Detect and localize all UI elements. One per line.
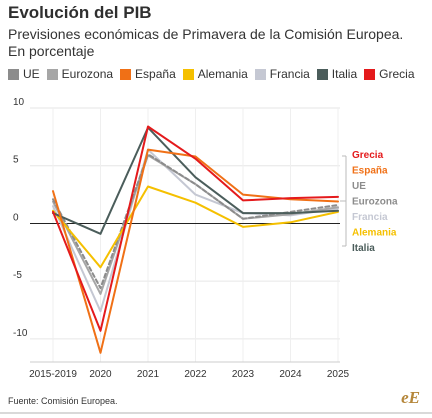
x-tick-label: 2022 xyxy=(184,369,207,380)
chart-subtitle: Previsiones económicas de Primavera de l… xyxy=(8,26,404,59)
series-line-italia xyxy=(52,126,339,235)
end-label: España xyxy=(352,166,388,177)
brand-logo: eE xyxy=(401,388,420,407)
bottom-divider xyxy=(0,412,432,414)
x-tick-label: 2021 xyxy=(137,369,160,380)
series-line-eurozona xyxy=(52,154,339,295)
series-line-ue xyxy=(52,153,339,290)
x-tick-label: 2025 xyxy=(327,369,350,380)
legend-label: Francia xyxy=(269,67,310,81)
legend-label: España xyxy=(135,67,176,81)
legend-item: Grecia xyxy=(364,67,415,81)
legend-swatch xyxy=(254,68,266,80)
y-tick-label: 10 xyxy=(13,97,25,108)
chart-title: Evolución del PIB xyxy=(8,3,152,22)
legend-item: UE xyxy=(8,67,40,81)
series-line-españa xyxy=(52,148,339,354)
legend-label: Eurozona xyxy=(61,67,114,81)
end-label: UE xyxy=(352,181,366,192)
end-label: Francia xyxy=(352,212,388,223)
legend-item: Eurozona xyxy=(46,67,114,81)
end-label: Italia xyxy=(352,243,375,254)
chart-legend: UE Eurozona España Alemania Francia Italia Gre… xyxy=(8,67,422,81)
x-tick-label: 2020 xyxy=(89,369,112,380)
legend-swatch xyxy=(316,68,328,80)
legend-swatch xyxy=(364,68,376,80)
legend-swatch xyxy=(120,68,132,80)
legend-item: Francia xyxy=(254,67,310,81)
x-tick-label: 2024 xyxy=(279,369,302,380)
y-tick-label: 0 xyxy=(13,212,19,223)
series-line-alemania xyxy=(52,185,339,269)
legend-swatch xyxy=(8,68,19,80)
source-note: Fuente: Comisión Europea. xyxy=(8,396,118,406)
legend-label: UE xyxy=(23,67,40,81)
end-label: Alemania xyxy=(352,228,397,239)
x-tick-label: 2023 xyxy=(232,369,255,380)
end-label: Grecia xyxy=(352,150,384,161)
legend-label: Italia xyxy=(331,67,358,81)
legend-swatch xyxy=(182,68,194,80)
legend-item: Alemania xyxy=(182,67,248,81)
legend-swatch xyxy=(46,68,58,80)
y-tick-label: 5 xyxy=(13,155,19,166)
legend-item: España xyxy=(120,67,176,81)
y-tick-label: -10 xyxy=(13,328,28,339)
end-label: Eurozona xyxy=(352,197,398,208)
legend-item: Italia xyxy=(316,67,358,81)
legend-label: Grecia xyxy=(379,67,415,81)
legend-label: Alemania xyxy=(197,67,248,81)
series-line-grecia xyxy=(52,125,339,332)
y-tick-label: -5 xyxy=(13,270,22,281)
series-line-francia xyxy=(52,148,339,313)
x-tick-label: 2015-2019 xyxy=(29,369,77,380)
